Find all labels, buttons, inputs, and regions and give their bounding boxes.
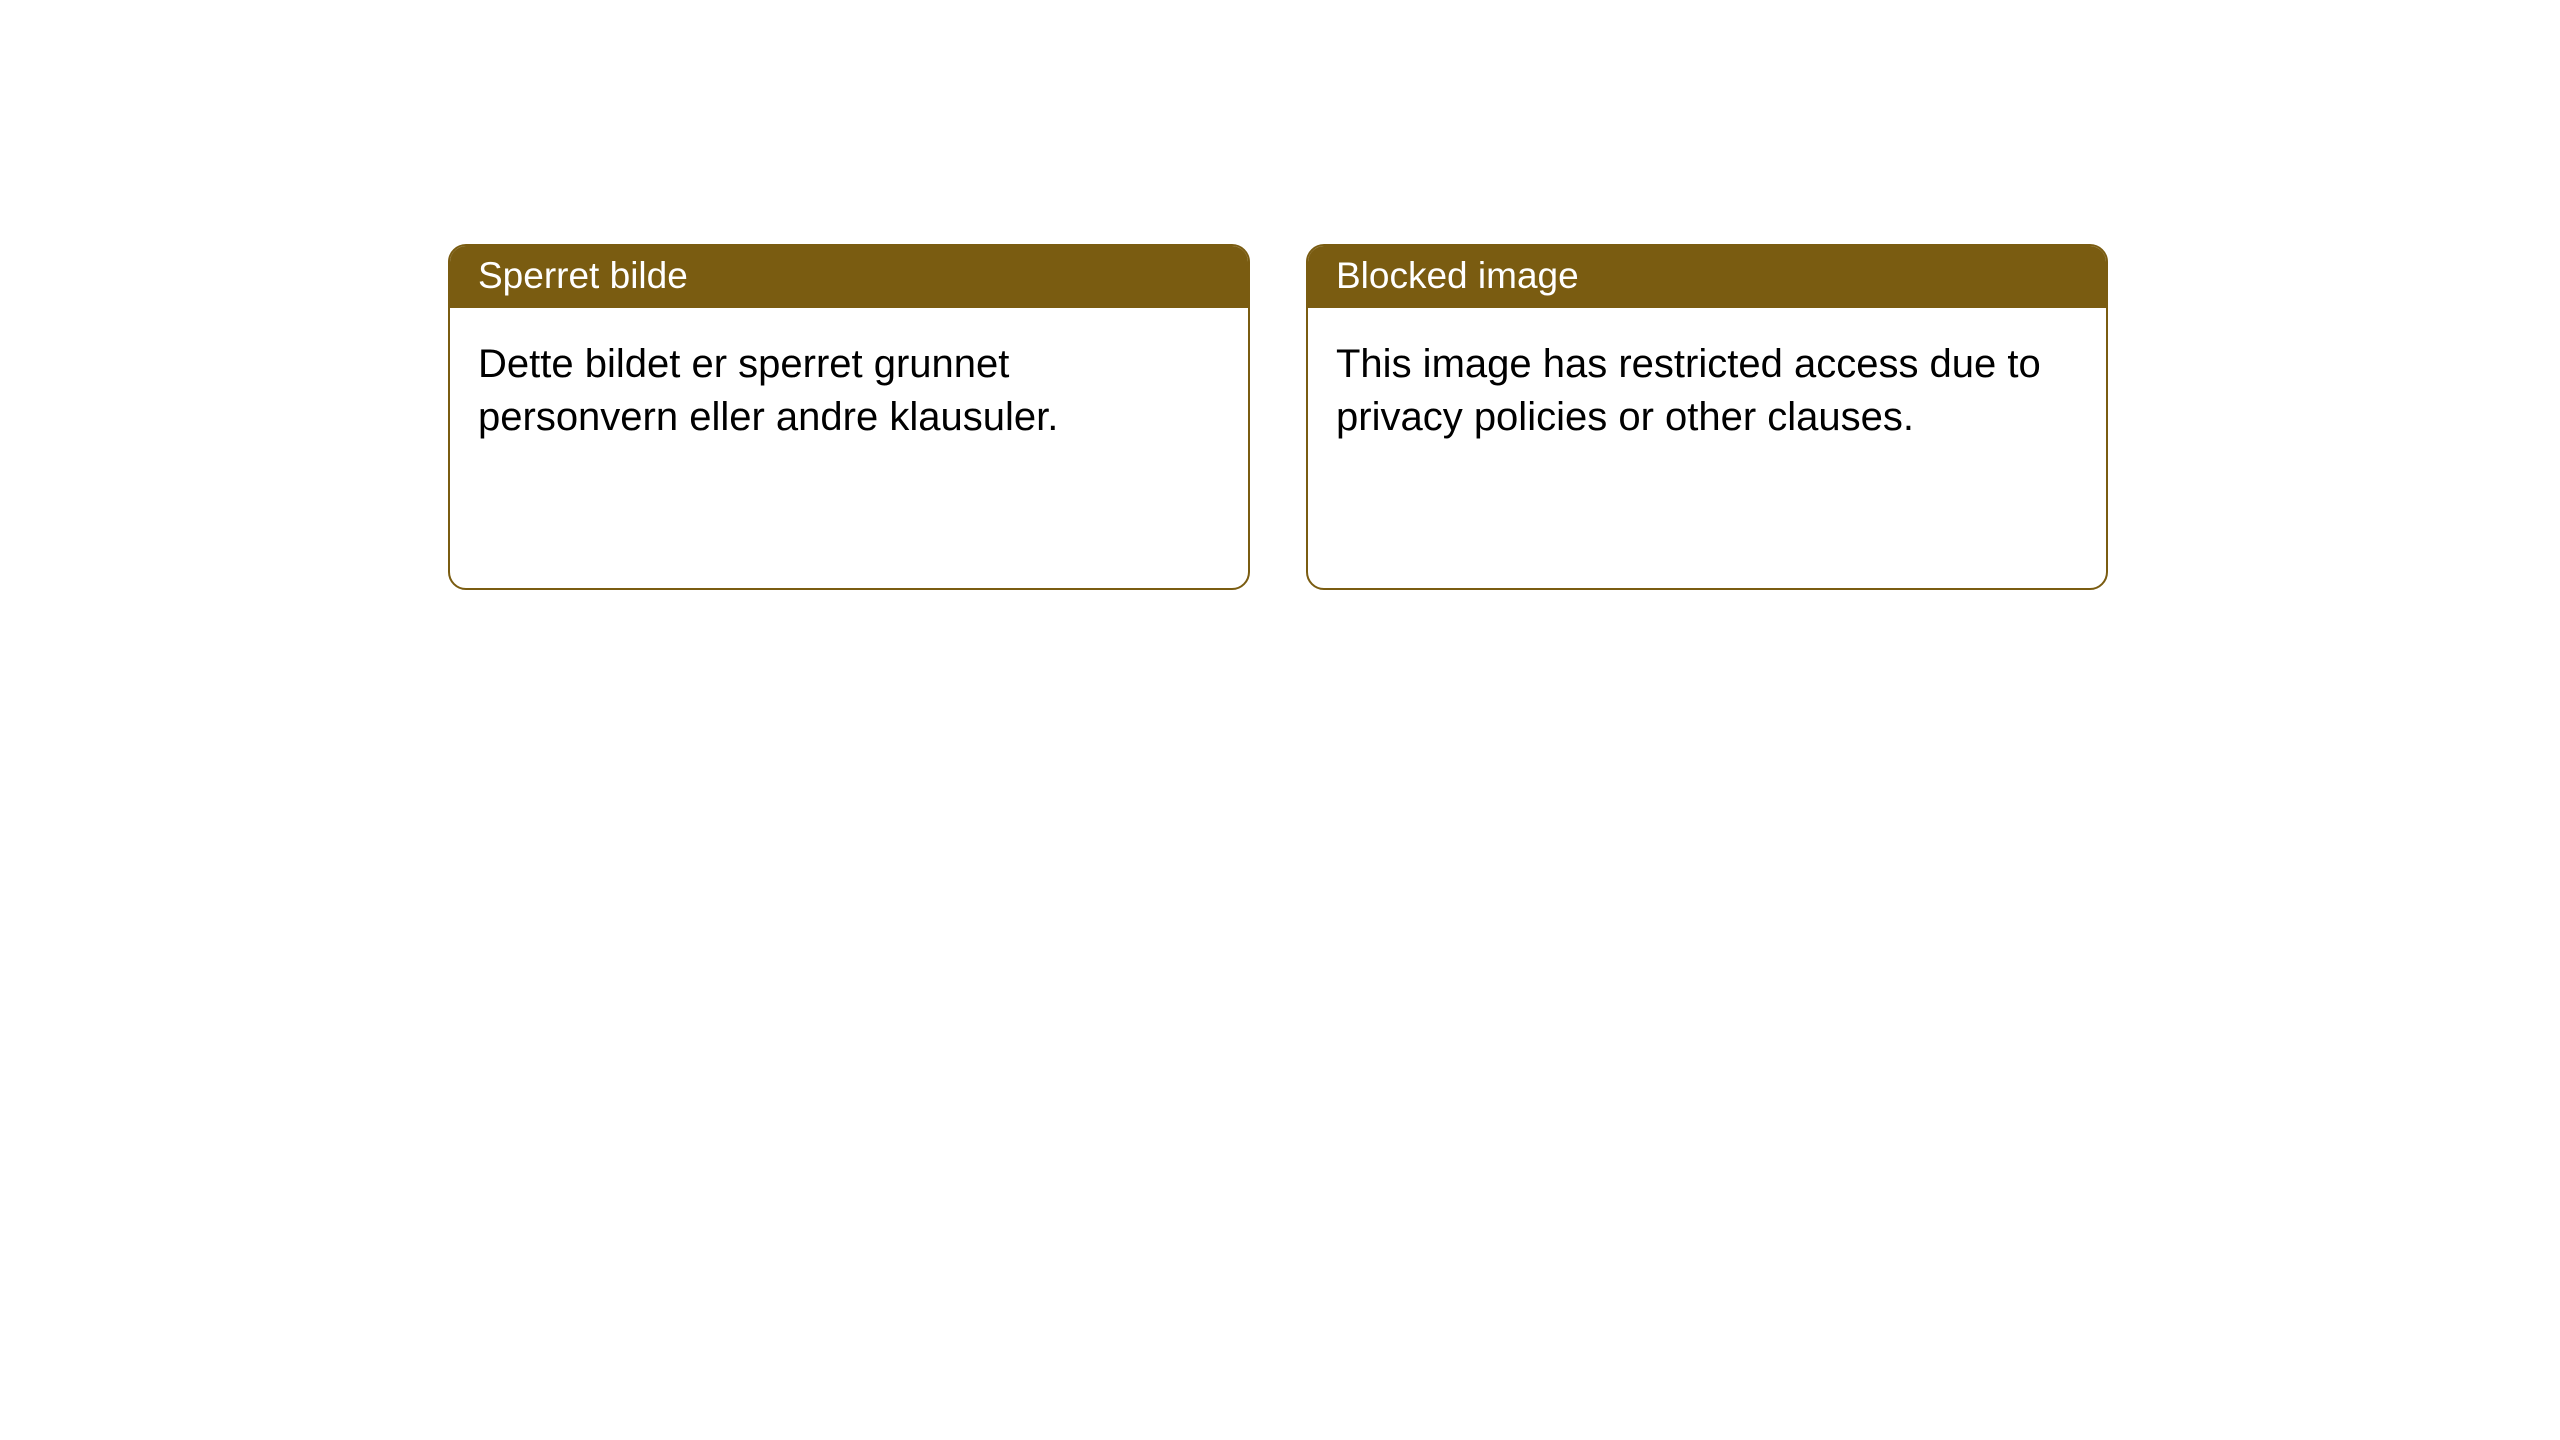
notice-header-norwegian: Sperret bilde [450, 246, 1248, 308]
notice-container: Sperret bilde Dette bildet er sperret gr… [0, 0, 2560, 590]
notice-card-norwegian: Sperret bilde Dette bildet er sperret gr… [448, 244, 1250, 590]
notice-header-english: Blocked image [1308, 246, 2106, 308]
notice-card-english: Blocked image This image has restricted … [1306, 244, 2108, 590]
notice-body-norwegian: Dette bildet er sperret grunnet personve… [450, 308, 1248, 588]
notice-body-english: This image has restricted access due to … [1308, 308, 2106, 588]
